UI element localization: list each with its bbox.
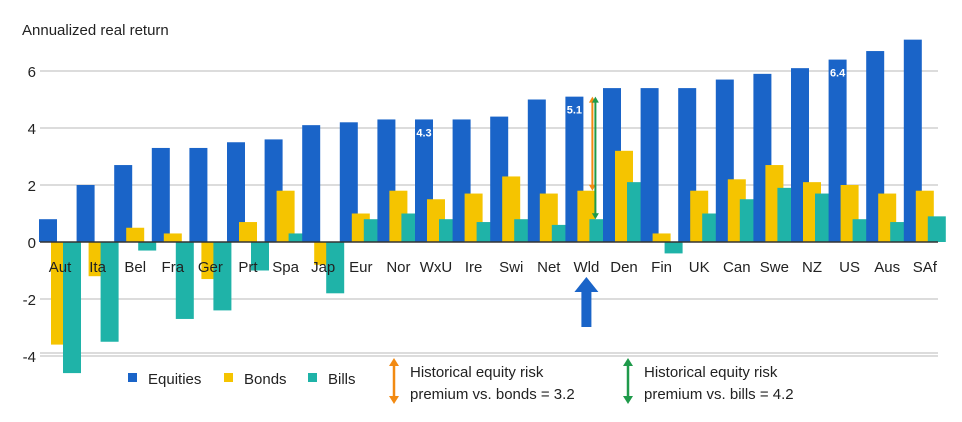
- y-tick-label: -2: [23, 292, 36, 309]
- x-tick-label-bel: Bel: [124, 259, 146, 276]
- x-tick-label-wld: Wld: [573, 259, 599, 276]
- bar-bills-eur: [363, 219, 382, 242]
- annotations: 4.3 5.1 6.4: [416, 68, 846, 327]
- bar-bills-aut: [63, 242, 81, 374]
- legend-swatch-bonds: [224, 373, 233, 382]
- legend-note-bonds-line1: Historical equity risk: [410, 364, 544, 381]
- gridlines: -4 -2 0 2 4 6: [23, 64, 938, 366]
- highlight-up-arrow-icon: [574, 277, 599, 327]
- bar-bonds-spa: [276, 190, 295, 242]
- bar-bills-us: [852, 219, 871, 242]
- y-tick-label: 0: [28, 235, 36, 252]
- legend-note-bills-line2: premium vs. bills = 4.2: [644, 386, 794, 403]
- x-tick-label-ire: Ire: [465, 259, 483, 276]
- x-tick-label-aus: Aus: [874, 259, 900, 276]
- bar-equities-jap: [302, 125, 321, 242]
- x-tick-label-den: Den: [610, 259, 638, 276]
- x-tick-label-uk: UK: [689, 259, 710, 276]
- x-tick-label-fra: Fra: [162, 259, 185, 276]
- x-tick-label-prt: Prt: [238, 259, 258, 276]
- x-tick-label-spa: Spa: [272, 259, 299, 276]
- bar-bills-spa: [288, 233, 307, 242]
- x-tick-label-saf: SAf: [913, 259, 938, 276]
- data-label-us: 6.4: [830, 68, 846, 80]
- bar-bonds-fin: [652, 233, 671, 242]
- bar-bonds-bel: [126, 227, 145, 242]
- y-tick-label: 2: [28, 178, 36, 195]
- premium-bills-arrow: [591, 96, 599, 220]
- bar-equities-aut: [39, 219, 57, 242]
- x-tick-label-can: Can: [723, 259, 751, 276]
- legend-swatch-equities: [128, 373, 137, 382]
- data-label-wld: 5.1: [567, 105, 582, 117]
- bar-bills-wld: [589, 219, 608, 242]
- category-labels: Aut Ita Bel Fra Ger Prt Spa Jap Eur Nor WxU Ire Swi N…: [49, 259, 938, 276]
- legend-swatch-bills: [308, 373, 317, 382]
- bar-bills-fin: [664, 242, 683, 254]
- premium-bills-arrow-head-down: [591, 213, 599, 220]
- legend-note-bonds-line2: premium vs. bonds = 3.2: [410, 386, 575, 403]
- bar-equities-fin: [640, 88, 659, 242]
- bar-bills-swe: [777, 187, 796, 242]
- premium-bonds-arrow-head-down: [588, 184, 596, 191]
- legend: Equities Bonds Bills Historical equity r…: [128, 358, 794, 404]
- legend-orange-arrow-icon: [389, 358, 399, 404]
- y-tick-label: -4: [23, 349, 36, 366]
- legend-note-bills-line1: Historical equity risk: [644, 364, 778, 381]
- bar-bills-prt: [251, 242, 269, 271]
- x-tick-label-net: Net: [537, 259, 561, 276]
- legend-label-bills: Bills: [328, 371, 356, 388]
- x-tick-label-swe: Swe: [760, 259, 789, 276]
- legend-label-bonds: Bonds: [244, 371, 287, 388]
- bar-bills-nor: [401, 213, 420, 242]
- bar-equities-ger: [189, 147, 208, 242]
- x-tick-label-us: US: [839, 259, 860, 276]
- premium-bills-arrow-head-up: [591, 96, 599, 103]
- x-tick-label-nz: NZ: [802, 259, 822, 276]
- bar-bills-bel: [138, 242, 157, 251]
- bar-bills-ger: [213, 242, 232, 311]
- bar-bills-ire: [476, 222, 495, 242]
- legend-green-arrow-icon: [623, 358, 633, 404]
- bar-bills-ita: [100, 242, 119, 342]
- bar-bills-aus: [890, 222, 909, 242]
- legend-label-equities: Equities: [148, 371, 201, 388]
- bar-equities-prt: [227, 142, 245, 242]
- bar-equities-eur: [339, 122, 358, 242]
- x-tick-label-nor: Nor: [386, 259, 410, 276]
- bar-bills-swi: [514, 219, 533, 242]
- x-tick-label-aut: Aut: [49, 259, 72, 276]
- x-tick-label-wxu: WxU: [420, 259, 453, 276]
- bar-bonds-prt: [239, 222, 257, 242]
- x-tick-label-ger: Ger: [198, 259, 223, 276]
- y-tick-label: 6: [28, 64, 36, 81]
- x-tick-label-eur: Eur: [349, 259, 372, 276]
- bar-equities-ita: [76, 185, 95, 242]
- bar-bonds-fra: [163, 233, 182, 242]
- x-tick-label-ita: Ita: [89, 259, 106, 276]
- bar-bills-fra: [175, 242, 194, 319]
- bar-bills-net: [551, 224, 570, 242]
- bar-bills-jap: [326, 242, 345, 294]
- y-tick-label: 4: [28, 121, 36, 138]
- bar-equities-fra: [151, 147, 170, 242]
- bar-bills-uk: [702, 213, 721, 242]
- highlight-arrow-head: [574, 277, 599, 292]
- bar-bills-den: [627, 182, 645, 242]
- data-label-wxu: 4.3: [416, 127, 431, 139]
- bar-bills-can: [739, 199, 758, 242]
- y-axis-title: Annualized real return: [22, 22, 169, 39]
- bar-bills-wxu: [439, 219, 457, 242]
- x-tick-label-swi: Swi: [499, 259, 523, 276]
- bar-equities-bel: [114, 165, 133, 242]
- bar-bills-saf: [927, 216, 946, 242]
- highlight-arrow-shaft: [581, 289, 592, 327]
- x-tick-label-jap: Jap: [311, 259, 335, 276]
- bar-bills-nz: [815, 193, 833, 242]
- bars: [39, 39, 946, 374]
- x-tick-label-fin: Fin: [651, 259, 672, 276]
